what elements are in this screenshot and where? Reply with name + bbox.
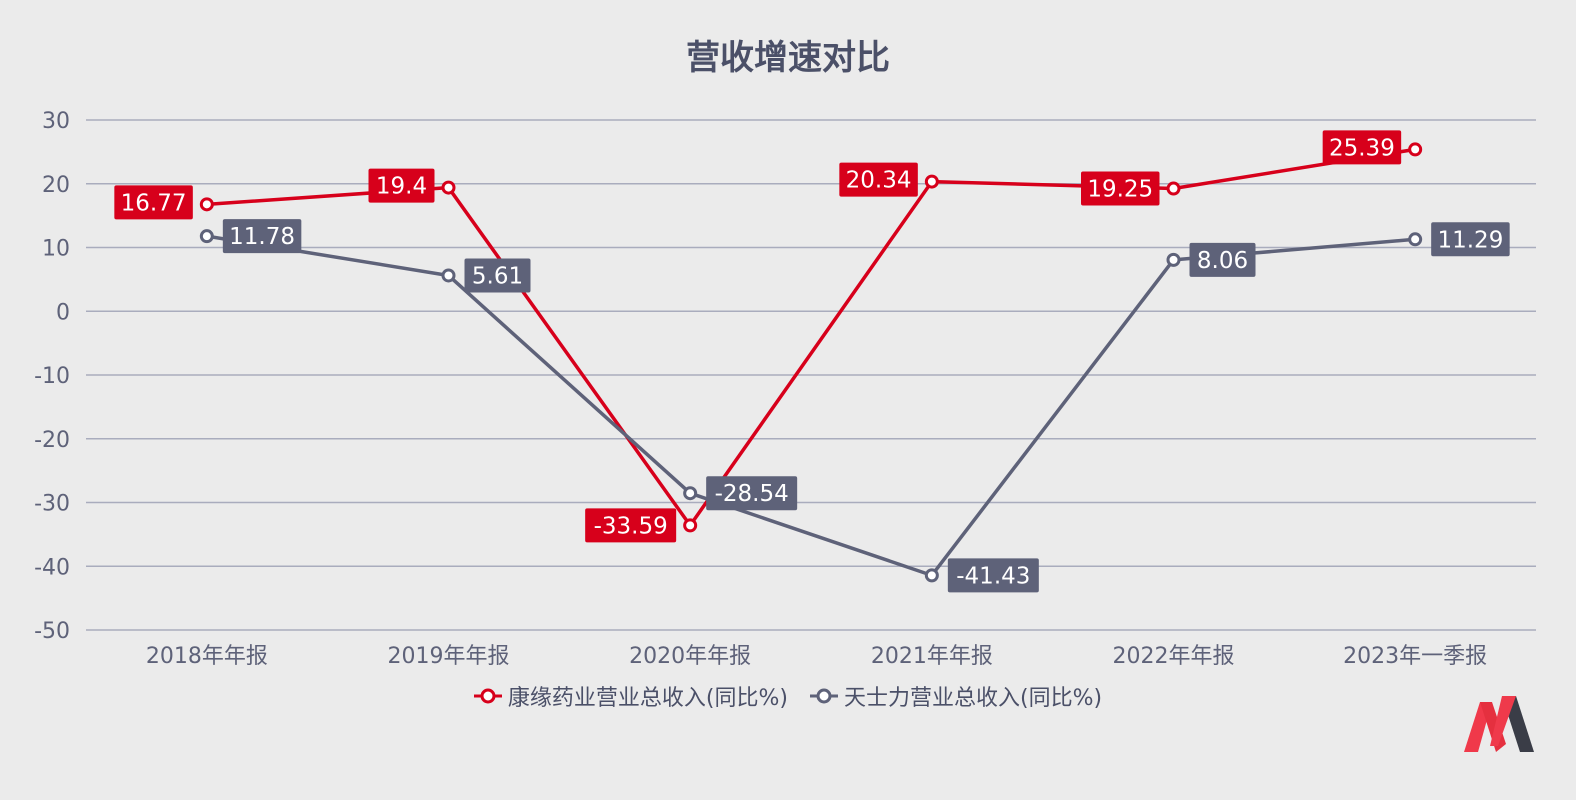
y-tick-label: -20 — [34, 428, 70, 453]
data-label: 8.06 — [1197, 248, 1248, 274]
data-label-bg — [585, 508, 677, 543]
data-label-bg — [947, 558, 1039, 593]
x-tick-label: 2021年年报 — [871, 644, 993, 669]
data-label-bg — [839, 162, 918, 197]
x-tick-label: 2022年年报 — [1113, 644, 1235, 669]
data-point[interactable] — [1408, 142, 1423, 157]
x-tick-label: 2019年年报 — [388, 644, 510, 669]
grid — [86, 119, 1536, 631]
data-label-bg — [464, 258, 531, 293]
y-tick-label: 10 — [42, 237, 70, 262]
data-label: 20.34 — [846, 168, 912, 194]
data-label: 19.25 — [1087, 177, 1153, 203]
legend-label: 天士力营业总收入(同比%) — [844, 686, 1103, 711]
y-tick-label: -30 — [34, 492, 70, 517]
series-layer — [199, 142, 1423, 583]
data-label: 11.78 — [229, 224, 295, 250]
data-label: 19.4 — [376, 174, 427, 200]
y-tick-label: -40 — [34, 555, 70, 580]
x-axis: 2018年年报 2019年年报 2020年年报 2021年年报 2022年年报 2023年… — [146, 644, 1487, 669]
data-point[interactable] — [683, 486, 698, 501]
data-label-bg — [368, 168, 435, 203]
data-label: 11.29 — [1437, 227, 1503, 253]
x-tick-label: 2023年一季报 — [1343, 644, 1487, 669]
data-label: -33.59 — [594, 513, 668, 539]
data-label-bg — [1431, 222, 1510, 257]
data-label-bg — [1322, 130, 1402, 165]
legend-marker-icon — [473, 688, 502, 704]
data-label: -41.43 — [956, 563, 1030, 589]
data-point[interactable] — [441, 268, 456, 283]
data-label-bg — [222, 219, 302, 254]
y-tick-label: -50 — [34, 619, 70, 644]
data-point[interactable] — [441, 180, 456, 195]
legend-label: 康缘药业营业总收入(同比%) — [507, 686, 788, 711]
data-label-bg — [706, 476, 798, 511]
x-tick-label: 2018年年报 — [146, 644, 268, 669]
data-label: 25.39 — [1329, 135, 1395, 161]
data-labels: 16.77 19.4 -33.59 20.34 19.25 25.39 11.78 5.61 -… — [114, 130, 1510, 593]
data-label-bg — [1189, 242, 1256, 277]
y-tick-label: -10 — [34, 364, 70, 389]
legend-marker-icon — [810, 688, 838, 704]
data-point[interactable] — [924, 174, 939, 189]
y-axis: 30 20 10 0 -10 -20 -30 -40 -50 — [34, 109, 70, 644]
data-point[interactable] — [1166, 181, 1181, 196]
series-line — [206, 147, 1416, 528]
data-label-bg — [114, 185, 193, 220]
data-point[interactable] — [683, 518, 698, 533]
y-tick-label: 0 — [56, 300, 70, 325]
data-label: -28.54 — [715, 481, 789, 507]
legend-item-series-1[interactable]: 康缘药业营业总收入(同比%) — [473, 680, 788, 712]
data-label: 16.77 — [121, 190, 187, 216]
legend-item-series-2[interactable]: 天士力营业总收入(同比%) — [810, 680, 1102, 712]
data-point[interactable] — [1166, 252, 1181, 267]
series-line — [206, 234, 1416, 578]
data-label: 5.61 — [472, 263, 523, 289]
data-point[interactable] — [1408, 232, 1423, 247]
x-tick-label: 2020年年报 — [629, 644, 751, 669]
chart-title: 营收增速对比 — [686, 38, 890, 78]
brand-logo-icon — [1464, 696, 1534, 752]
data-label-bg — [1081, 171, 1160, 206]
legend: 康缘药业营业总收入(同比%) 天士力营业总收入(同比%) — [0, 680, 1576, 712]
data-point[interactable] — [924, 568, 939, 583]
y-tick-label: 30 — [42, 109, 70, 134]
data-point[interactable] — [199, 197, 214, 212]
y-tick-label: 20 — [42, 173, 70, 198]
data-point[interactable] — [199, 229, 214, 244]
